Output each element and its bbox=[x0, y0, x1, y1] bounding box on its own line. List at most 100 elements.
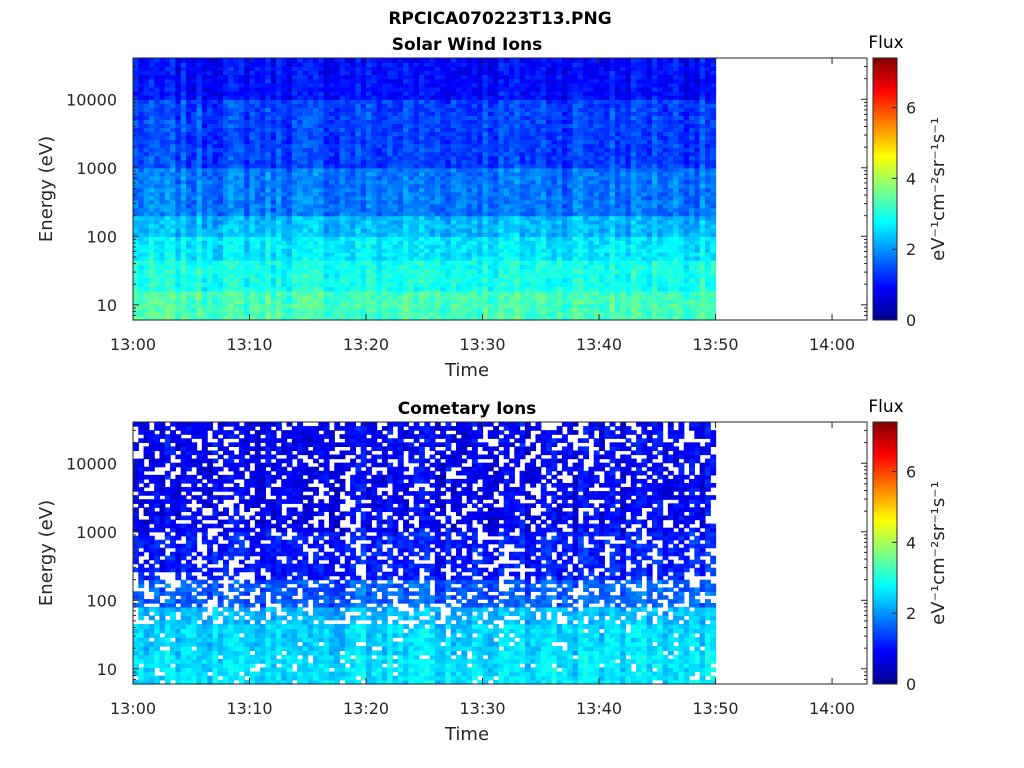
heatmap-cell bbox=[324, 256, 330, 261]
heatmap-cell bbox=[228, 140, 234, 145]
heatmap-cell bbox=[191, 260, 197, 265]
heatmap-cell bbox=[520, 136, 526, 141]
heatmap-cell bbox=[228, 307, 234, 312]
heatmap-cell bbox=[626, 144, 632, 149]
heatmap-cell bbox=[355, 176, 361, 181]
heatmap-cell bbox=[488, 282, 494, 287]
heatmap-cell bbox=[366, 148, 372, 153]
heatmap-cell bbox=[191, 244, 197, 249]
heatmap-cell bbox=[604, 156, 610, 161]
heatmap-cell bbox=[202, 131, 208, 136]
heatmap-cell bbox=[573, 152, 579, 157]
heatmap-cell bbox=[302, 220, 308, 225]
heatmap-cell bbox=[472, 256, 478, 261]
heatmap-cell bbox=[329, 164, 335, 169]
heatmap-cell bbox=[467, 184, 473, 189]
heatmap-cell bbox=[684, 278, 690, 283]
heatmap-cell bbox=[435, 260, 441, 265]
heatmap-cell bbox=[355, 248, 361, 253]
heatmap-cell bbox=[673, 204, 679, 209]
heatmap-cell bbox=[588, 188, 594, 193]
heatmap-cell bbox=[636, 220, 642, 225]
heatmap-cell bbox=[223, 208, 229, 213]
heatmap-cell bbox=[504, 188, 510, 193]
heatmap-cell bbox=[340, 180, 346, 185]
heatmap-cell bbox=[228, 176, 234, 181]
heatmap-cell bbox=[514, 188, 520, 193]
heatmap-cell bbox=[615, 256, 621, 261]
heatmap-cell bbox=[144, 264, 150, 269]
heatmap-cell bbox=[472, 180, 478, 185]
heatmap-cell bbox=[408, 256, 414, 261]
heatmap-cell bbox=[641, 164, 647, 169]
heatmap-cell bbox=[414, 144, 420, 149]
heatmap-cell bbox=[202, 224, 208, 229]
heatmap-cell bbox=[530, 286, 536, 291]
heatmap-cell bbox=[647, 208, 653, 213]
heatmap-cell bbox=[504, 136, 510, 141]
heatmap-cell bbox=[705, 236, 711, 241]
heatmap-cell bbox=[445, 312, 451, 317]
heatmap-cell bbox=[673, 236, 679, 241]
heatmap-cell bbox=[318, 260, 324, 265]
heatmap-cell bbox=[318, 204, 324, 209]
heatmap-cell bbox=[430, 282, 436, 287]
heatmap-cell bbox=[430, 176, 436, 181]
heatmap-cell bbox=[271, 236, 277, 241]
heatmap-cell bbox=[202, 264, 208, 269]
heatmap-cell bbox=[440, 278, 446, 283]
heatmap-cell bbox=[435, 204, 441, 209]
heatmap-cell bbox=[276, 180, 282, 185]
heatmap-cell bbox=[445, 228, 451, 233]
heatmap-cell bbox=[573, 232, 579, 237]
heatmap-cell bbox=[509, 200, 515, 205]
heatmap-cell bbox=[615, 240, 621, 245]
heatmap-cell bbox=[265, 248, 271, 253]
heatmap-cell bbox=[260, 131, 266, 136]
heatmap-cell bbox=[165, 184, 171, 189]
heatmap-cell bbox=[318, 282, 324, 287]
heatmap-cell bbox=[684, 196, 690, 201]
heatmap-cell bbox=[424, 224, 430, 229]
heatmap-cell bbox=[705, 295, 711, 300]
heatmap-cell bbox=[551, 176, 557, 181]
heatmap-cell bbox=[578, 148, 584, 153]
heatmap-cell bbox=[678, 224, 684, 229]
heatmap-cell bbox=[620, 252, 626, 257]
heatmap-cell bbox=[673, 140, 679, 145]
heatmap-cell bbox=[408, 180, 414, 185]
heatmap-cell bbox=[573, 164, 579, 169]
heatmap-cell bbox=[626, 168, 632, 173]
heatmap-cell bbox=[329, 264, 335, 269]
heatmap-cell bbox=[202, 252, 208, 257]
heatmap-cell bbox=[493, 286, 499, 291]
heatmap-cell bbox=[636, 140, 642, 145]
heatmap-cell bbox=[588, 220, 594, 225]
heatmap-cell bbox=[223, 248, 229, 253]
heatmap-cell bbox=[498, 312, 504, 317]
heatmap-cell bbox=[324, 208, 330, 213]
heatmap-cell bbox=[191, 212, 197, 217]
heatmap-cell bbox=[138, 299, 144, 304]
heatmap-cell bbox=[461, 264, 467, 269]
heatmap-cell bbox=[207, 228, 213, 233]
heatmap-cell bbox=[197, 156, 203, 161]
heatmap-cell bbox=[488, 180, 494, 185]
heatmap-cell bbox=[334, 204, 340, 209]
heatmap-cell bbox=[520, 252, 526, 257]
heatmap-cell bbox=[181, 228, 187, 233]
heatmap-cell bbox=[212, 168, 218, 173]
heatmap-cell bbox=[371, 131, 377, 136]
heatmap-cell bbox=[562, 216, 568, 221]
heatmap-cell bbox=[276, 176, 282, 181]
heatmap-cell bbox=[684, 212, 690, 217]
heatmap-cell bbox=[435, 291, 441, 296]
heatmap-cell bbox=[594, 256, 600, 261]
heatmap-cell bbox=[588, 136, 594, 141]
heatmap-cell bbox=[620, 303, 626, 308]
heatmap-cell bbox=[551, 188, 557, 193]
heatmap-cell bbox=[414, 180, 420, 185]
heatmap-cell bbox=[562, 269, 568, 274]
heatmap-cell bbox=[626, 312, 632, 317]
heatmap-cell bbox=[435, 220, 441, 225]
